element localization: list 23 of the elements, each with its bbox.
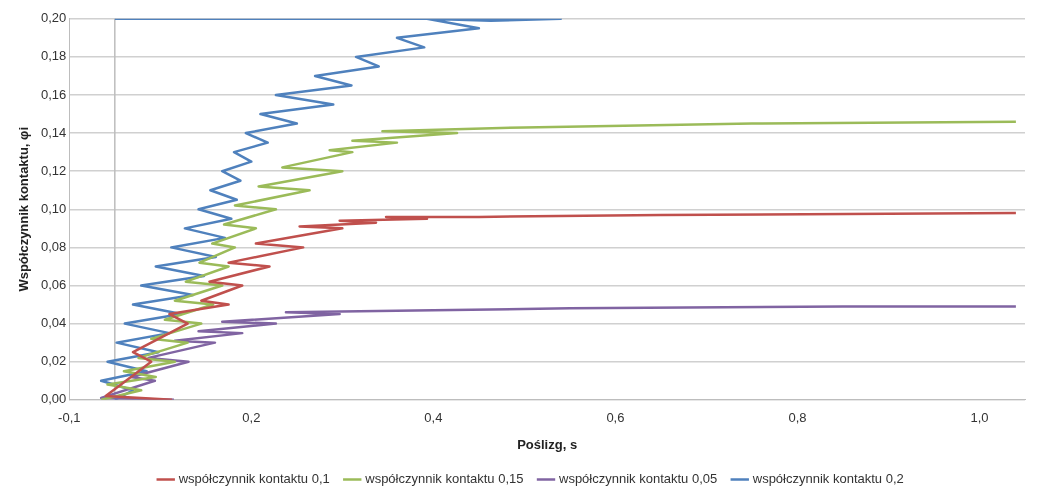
y-tick-label: 0,06 bbox=[40, 277, 67, 293]
legend-label: współczynnik kontaktu 0,05 bbox=[558, 471, 718, 487]
legend-label: współczynnik kontaktu 0,15 bbox=[364, 471, 524, 487]
y-tick-label: 0,12 bbox=[40, 162, 67, 178]
y-tick-label: 0,08 bbox=[40, 238, 67, 254]
y-tick-label: 0,04 bbox=[40, 315, 67, 331]
y-axis-title: Współczynnik kontaktu, φi bbox=[15, 127, 31, 292]
x-tick-label: -0,1 bbox=[58, 410, 81, 426]
legend-label: współczynnik kontaktu 0,1 bbox=[177, 471, 330, 487]
y-tick-label: 0,14 bbox=[40, 124, 67, 140]
x-tick-label: 0,8 bbox=[788, 410, 807, 426]
y-tick-label: 0,02 bbox=[40, 353, 67, 369]
y-tick-label: 0,18 bbox=[40, 48, 67, 64]
x-tick-label: 0,6 bbox=[606, 410, 625, 426]
x-axis-title: Poślizg, s bbox=[517, 436, 578, 452]
y-tick-label: 0,16 bbox=[40, 86, 67, 102]
y-tick-label: 0,00 bbox=[40, 391, 67, 407]
x-tick-label: 1,0 bbox=[970, 410, 989, 426]
y-tick-label: 0,10 bbox=[40, 200, 67, 216]
x-tick-label: 0,2 bbox=[242, 410, 261, 426]
y-tick-label: 0,20 bbox=[40, 10, 67, 26]
legend-label: współczynnik kontaktu 0,2 bbox=[751, 471, 904, 487]
x-tick-label: 0,4 bbox=[424, 410, 443, 426]
